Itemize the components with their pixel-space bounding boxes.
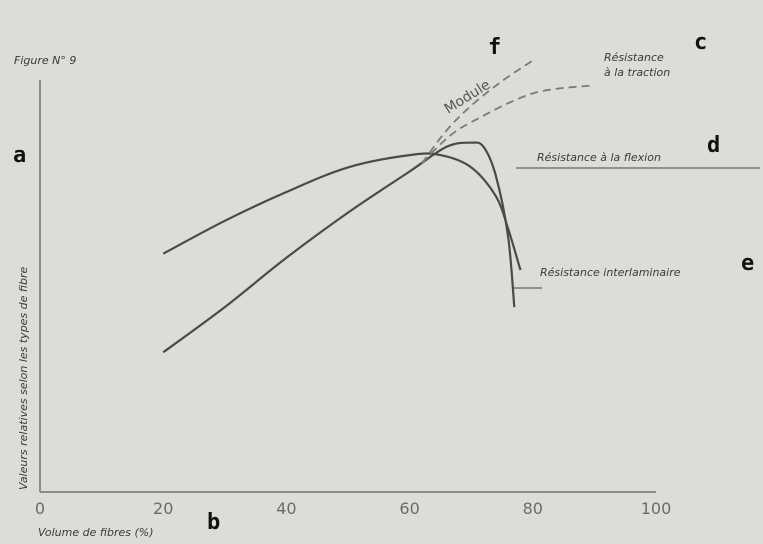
letter-c: c xyxy=(694,30,707,55)
x-ticks: 0 20 40 60 80 100 xyxy=(35,499,671,518)
x-tick-label: 40 xyxy=(276,499,296,518)
x-tick-label: 100 xyxy=(641,499,672,518)
x-tick-label: 0 xyxy=(35,499,45,518)
letter-b: b xyxy=(207,510,220,535)
letter-e: e xyxy=(741,251,754,276)
series-line-3 xyxy=(421,59,534,164)
label-interlaminaire: Résistance interlaminaire xyxy=(540,266,681,279)
letter-a: a xyxy=(13,143,26,168)
x-tick-label: 80 xyxy=(523,499,543,518)
letter-d: d xyxy=(707,133,720,158)
x-axis-label: Volume de fibres (%) xyxy=(38,526,154,539)
chart-title: Figure N° 9 xyxy=(14,54,76,67)
label-module: Module xyxy=(442,77,494,118)
series-line-0 xyxy=(162,152,522,271)
y-axis-label: Valeurs relatives selon les types de fib… xyxy=(17,266,30,490)
curves xyxy=(162,59,595,354)
letter-f: f xyxy=(488,35,501,60)
series-line-1 xyxy=(162,141,516,354)
x-tick-label: 60 xyxy=(399,499,419,518)
label-traction-line1: Résistance xyxy=(604,51,664,64)
label-flexion: Résistance à la flexion xyxy=(537,151,661,164)
x-tick-label: 20 xyxy=(153,499,173,518)
label-traction-line2: à la traction xyxy=(604,66,670,79)
